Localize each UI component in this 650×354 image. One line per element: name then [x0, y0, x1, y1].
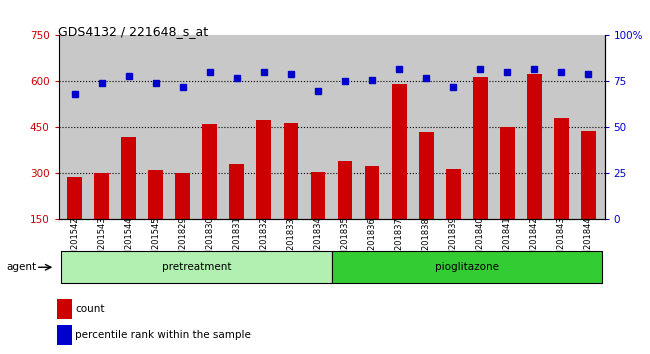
- Bar: [61, 251, 332, 283]
- Bar: [554, 118, 569, 219]
- Bar: [332, 251, 602, 283]
- Bar: [526, 74, 541, 219]
- Bar: [473, 77, 488, 219]
- Bar: [57, 325, 72, 345]
- Text: GDS4132 / 221648_s_at: GDS4132 / 221648_s_at: [58, 25, 209, 38]
- Bar: [392, 85, 406, 219]
- Bar: [365, 166, 380, 219]
- Bar: [57, 299, 72, 319]
- Bar: [419, 132, 434, 219]
- Bar: [176, 173, 190, 219]
- Bar: [581, 131, 595, 219]
- Text: count: count: [75, 304, 105, 314]
- Text: pioglitazone: pioglitazone: [435, 262, 499, 272]
- Bar: [500, 127, 515, 219]
- Bar: [229, 164, 244, 219]
- Bar: [257, 120, 271, 219]
- Bar: [122, 137, 136, 219]
- Bar: [446, 169, 461, 219]
- Bar: [148, 170, 163, 219]
- Text: percentile rank within the sample: percentile rank within the sample: [75, 330, 252, 339]
- Text: pretreatment: pretreatment: [162, 262, 231, 272]
- Bar: [68, 177, 82, 219]
- Bar: [94, 173, 109, 219]
- Bar: [283, 123, 298, 219]
- Bar: [311, 172, 326, 219]
- Text: agent: agent: [6, 262, 36, 272]
- Bar: [337, 161, 352, 219]
- Bar: [202, 124, 217, 219]
